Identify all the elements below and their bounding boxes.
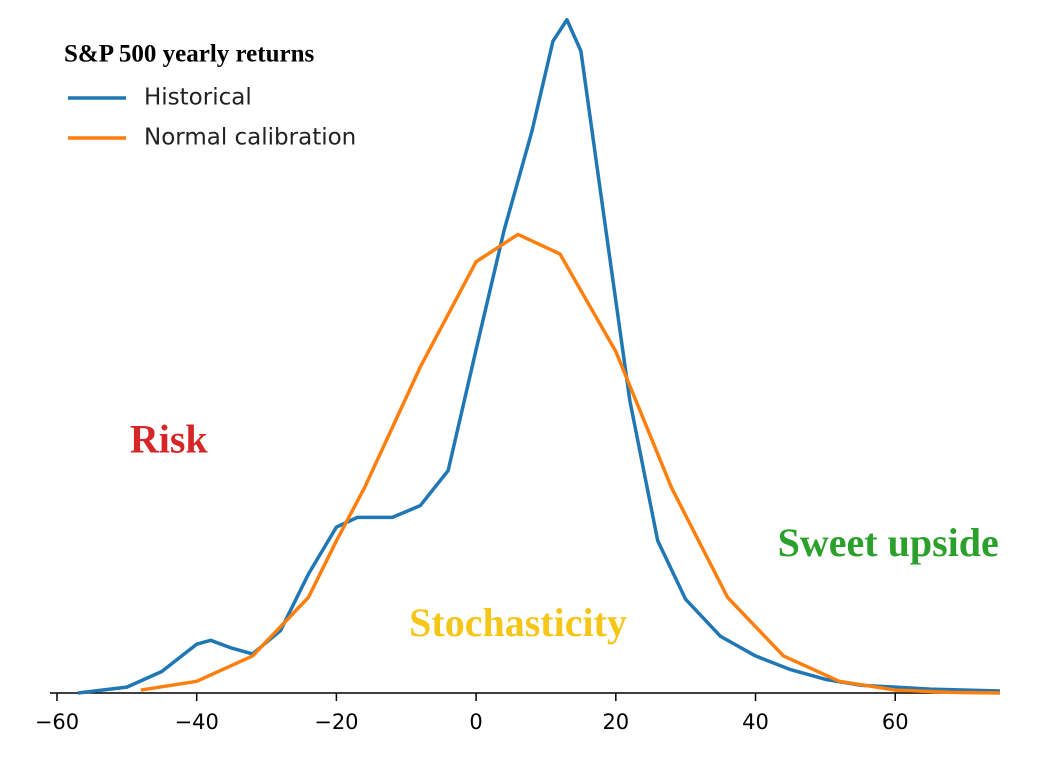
x-tick-label: −40 <box>175 710 219 734</box>
x-tick-label: 40 <box>742 710 769 734</box>
annotation: Risk <box>130 416 209 461</box>
annotation: Sweet upside <box>778 520 999 565</box>
x-tick-label: 20 <box>602 710 629 734</box>
legend-label: Historical <box>144 85 252 111</box>
x-tick-label: −60 <box>35 710 79 734</box>
x-tick-label: −20 <box>314 710 358 734</box>
line <box>140 232 1001 695</box>
x-tick-label: 60 <box>882 710 909 734</box>
x-tick-label: 0 <box>469 710 482 734</box>
line <box>77 18 1001 695</box>
annotation: Stochasticity <box>409 600 627 645</box>
legend-label: Normal calibration <box>144 125 356 151</box>
legend-title: S&P 500 yearly returns <box>64 41 314 68</box>
